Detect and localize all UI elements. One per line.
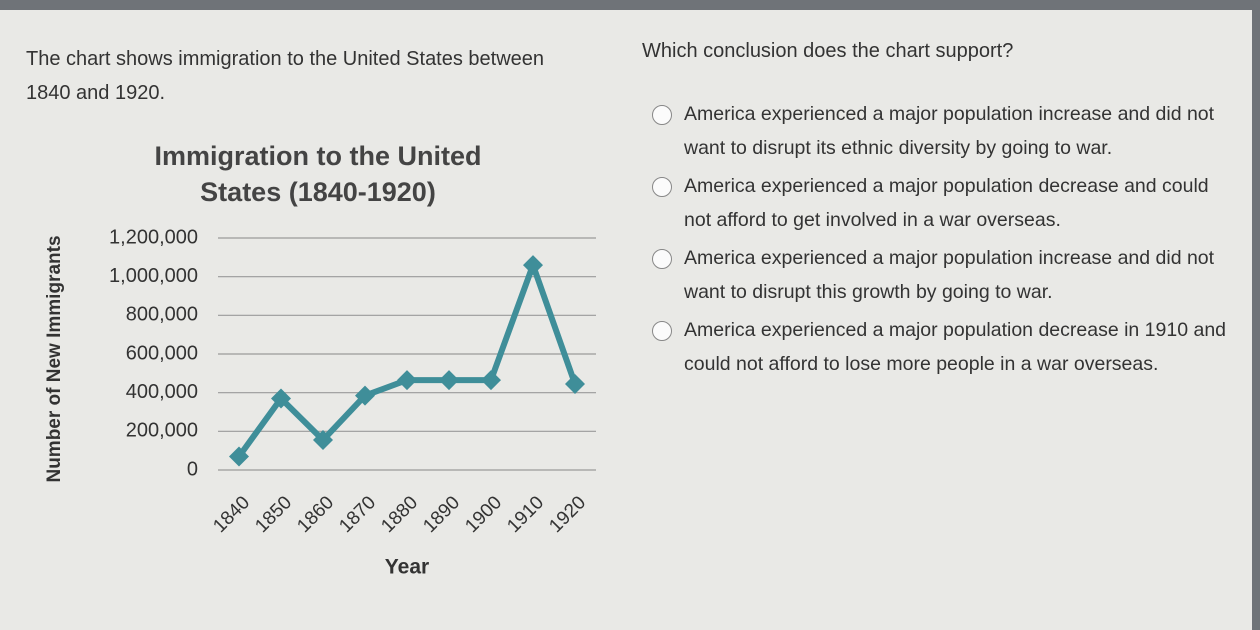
y-axis-label: Number of New Immigrants bbox=[44, 235, 65, 482]
data-point bbox=[397, 370, 417, 391]
option-text[interactable]: America experienced a major population i… bbox=[684, 103, 1215, 159]
data-point bbox=[355, 385, 375, 406]
quiz-panel: 0 200,000 400,000 600,000 800,000 1,000,000 1,… bbox=[0, 10, 1252, 630]
y-tick-label: 0 bbox=[187, 458, 198, 480]
x-tick-label: 1920 bbox=[545, 492, 590, 537]
x-tick-label: 1900 bbox=[461, 492, 506, 537]
x-tick-label: 1910 bbox=[503, 492, 548, 537]
answer-option[interactable]: America experienced a major population d… bbox=[652, 316, 1232, 381]
data-point bbox=[439, 370, 459, 391]
radio-button[interactable] bbox=[652, 177, 672, 197]
data-point bbox=[565, 373, 585, 394]
x-tick-label: 1840 bbox=[209, 492, 254, 537]
x-tick-label: 1890 bbox=[419, 492, 464, 537]
x-tick-label: 1870 bbox=[335, 492, 380, 537]
chart: 0 200,000 400,000 600,000 800,000 1,000,000 1,… bbox=[44, 226, 596, 579]
option-text[interactable]: America experienced a major population i… bbox=[684, 247, 1215, 303]
y-tick-label: 800,000 bbox=[126, 304, 198, 326]
radio-button[interactable] bbox=[652, 249, 672, 269]
line bbox=[236, 262, 578, 459]
question: Which conclusion does the chart support? bbox=[642, 40, 1014, 62]
y-tick-label: 1,200,000 bbox=[109, 226, 198, 248]
x-tick-label: 1880 bbox=[377, 492, 422, 537]
y-tick-label: 200,000 bbox=[126, 420, 198, 442]
x-tick-label: 1860 bbox=[293, 492, 338, 537]
answer-option[interactable]: America experienced a major population i… bbox=[652, 244, 1232, 309]
y-tick-label: 400,000 bbox=[126, 381, 198, 403]
chart-title: Immigration to the United States (1840-1… bbox=[154, 141, 482, 207]
data-point bbox=[271, 388, 291, 409]
x-tick-label: 1850 bbox=[251, 492, 296, 537]
radio-button[interactable] bbox=[652, 321, 672, 341]
radio-button[interactable] bbox=[652, 105, 672, 125]
options: America experienced a major population i… bbox=[652, 100, 1232, 388]
intro-text: The chart shows immigration to the Unite… bbox=[26, 48, 545, 104]
y-tick-label: 1,000,000 bbox=[109, 265, 198, 287]
y-tick-label: 600,000 bbox=[126, 342, 198, 364]
data-point bbox=[523, 255, 543, 276]
option-text[interactable]: America experienced a major population d… bbox=[684, 175, 1209, 231]
data-point bbox=[229, 446, 249, 467]
answer-option[interactable]: America experienced a major population d… bbox=[652, 172, 1232, 237]
x-axis-label: Year bbox=[385, 556, 429, 579]
data-point bbox=[481, 370, 501, 391]
option-text[interactable]: America experienced a major population d… bbox=[684, 319, 1227, 375]
answer-option[interactable]: America experienced a major population i… bbox=[652, 100, 1232, 165]
data-point bbox=[313, 430, 333, 451]
